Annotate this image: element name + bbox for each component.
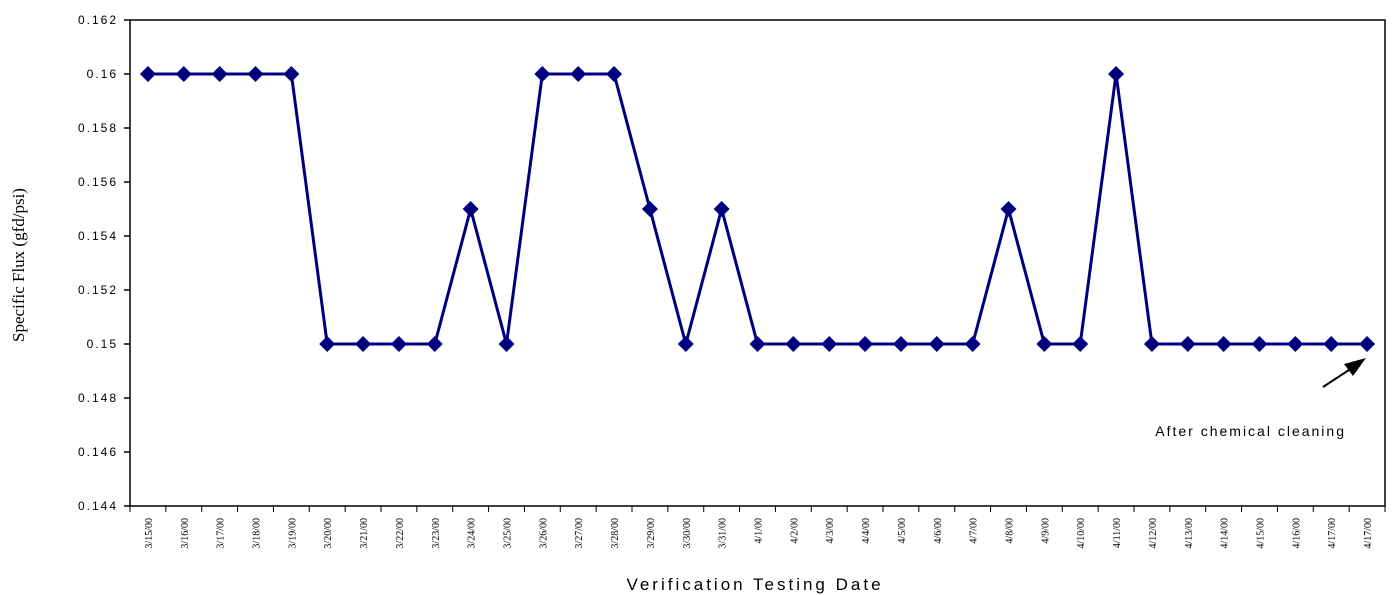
x-tick-label: 4/14/00 bbox=[1220, 518, 1231, 549]
y-tick-label: 0.152 bbox=[78, 283, 118, 297]
x-tick-label: 4/2/00 bbox=[789, 518, 800, 544]
x-tick-label: 3/30/00 bbox=[682, 518, 693, 549]
data-point-marker bbox=[821, 336, 838, 352]
y-axis-ticks: 0.144 0.146 0.148 0.15 0.152 0.154 0.156 0.158 0… bbox=[78, 13, 130, 513]
data-point-marker bbox=[1215, 336, 1232, 352]
x-tick-label: 4/5/00 bbox=[897, 518, 908, 544]
x-tick-label: 3/28/00 bbox=[610, 518, 621, 549]
data-point-marker bbox=[749, 336, 766, 352]
x-tick-label: 3/23/00 bbox=[431, 518, 442, 549]
x-tick-label: 3/25/00 bbox=[503, 518, 514, 549]
data-point-marker bbox=[1179, 336, 1196, 352]
x-tick-label: 3/24/00 bbox=[467, 518, 478, 549]
plot-area-border bbox=[129, 19, 1386, 507]
y-tick-label: 0.146 bbox=[78, 445, 118, 459]
y-tick-label: 0.156 bbox=[78, 175, 118, 189]
data-point-marker bbox=[641, 201, 658, 217]
x-tick-label: 3/31/00 bbox=[718, 518, 729, 549]
data-point-marker bbox=[175, 66, 192, 82]
x-tick-label: 4/17/00 bbox=[1327, 518, 1338, 549]
data-point-marker bbox=[1323, 336, 1340, 352]
x-tick-label: 3/21/00 bbox=[359, 518, 370, 549]
y-tick-label: 0.162 bbox=[78, 13, 118, 27]
data-point-marker bbox=[1072, 336, 1089, 352]
series-line bbox=[147, 72, 1368, 346]
data-point-marker bbox=[570, 66, 587, 82]
y-tick-label: 0.154 bbox=[78, 229, 118, 243]
x-tick-label: 3/15/00 bbox=[144, 518, 155, 549]
data-point-marker bbox=[1108, 66, 1125, 82]
x-tick-label: 3/27/00 bbox=[574, 518, 585, 549]
x-tick-label: 3/18/00 bbox=[252, 518, 263, 549]
y-axis-label: Specific Flux (gfd/psi) bbox=[9, 188, 28, 342]
x-tick-label: 3/16/00 bbox=[180, 518, 191, 549]
x-axis-label: Verification Testing Date bbox=[626, 575, 883, 594]
data-point-marker bbox=[677, 336, 694, 352]
x-tick-label: 3/17/00 bbox=[216, 518, 227, 549]
x-tick-label: 3/20/00 bbox=[323, 518, 334, 549]
data-point-marker bbox=[319, 336, 336, 352]
data-point-marker bbox=[964, 336, 981, 352]
data-point-marker bbox=[355, 336, 372, 352]
x-tick-label: 4/17/00 bbox=[1363, 518, 1374, 549]
data-point-marker bbox=[892, 336, 909, 352]
data-point-marker bbox=[426, 336, 443, 352]
x-tick-label: 4/4/00 bbox=[861, 518, 872, 544]
x-tick-label: 4/15/00 bbox=[1256, 518, 1267, 549]
data-point-marker bbox=[1287, 336, 1304, 352]
x-tick-label: 4/11/00 bbox=[1112, 518, 1123, 548]
data-point-marker bbox=[211, 66, 228, 82]
annotation-arrow bbox=[1322, 358, 1366, 388]
x-tick-label: 4/10/00 bbox=[1076, 518, 1087, 549]
x-tick-label: 4/8/00 bbox=[1005, 518, 1016, 544]
data-point-marker bbox=[283, 66, 300, 82]
data-point-marker bbox=[1143, 336, 1160, 352]
x-tick-label: 4/12/00 bbox=[1148, 518, 1159, 549]
x-tick-label: 4/16/00 bbox=[1291, 518, 1302, 549]
x-tick-label: 4/9/00 bbox=[1040, 518, 1051, 544]
data-point-marker bbox=[1036, 336, 1053, 352]
plot-frame bbox=[129, 19, 1386, 507]
data-point-marker bbox=[928, 336, 945, 352]
y-tick-label: 0.144 bbox=[78, 499, 118, 513]
x-tick-label: 3/22/00 bbox=[395, 518, 406, 549]
y-tick-label: 0.158 bbox=[78, 121, 118, 135]
data-point-marker bbox=[498, 336, 515, 352]
y-tick-label: 0.16 bbox=[87, 67, 118, 81]
data-point-marker bbox=[247, 66, 264, 82]
x-tick-label: 4/7/00 bbox=[969, 518, 980, 544]
x-tick-label: 4/3/00 bbox=[825, 518, 836, 544]
data-point-marker bbox=[785, 336, 802, 352]
y-tick-label: 0.15 bbox=[87, 337, 118, 351]
x-tick-label: 4/1/00 bbox=[754, 518, 765, 544]
x-tick-label: 3/26/00 bbox=[538, 518, 549, 549]
data-point-marker bbox=[1251, 336, 1268, 352]
data-point-marker bbox=[390, 336, 407, 352]
data-point-marker bbox=[857, 336, 874, 352]
x-tick-label: 3/29/00 bbox=[646, 518, 657, 549]
data-point-marker bbox=[713, 201, 730, 217]
data-point-marker bbox=[139, 66, 156, 82]
x-axis-ticks: 3/15/00 3/16/00 3/17/00 3/18/00 3/19/00 3/20/… bbox=[129, 506, 1386, 549]
series-line-group bbox=[139, 66, 1376, 352]
data-point-marker bbox=[1000, 201, 1017, 217]
x-tick-label: 4/6/00 bbox=[933, 518, 944, 544]
data-point-marker bbox=[1359, 336, 1376, 352]
y-tick-label: 0.148 bbox=[78, 391, 118, 405]
data-point-marker bbox=[462, 201, 479, 217]
data-point-marker bbox=[534, 66, 551, 82]
data-point-marker bbox=[606, 66, 623, 82]
x-tick-label: 4/13/00 bbox=[1184, 518, 1195, 549]
x-tick-label: 3/19/00 bbox=[287, 518, 298, 549]
annotation-label: After chemical cleaning bbox=[1155, 423, 1346, 439]
